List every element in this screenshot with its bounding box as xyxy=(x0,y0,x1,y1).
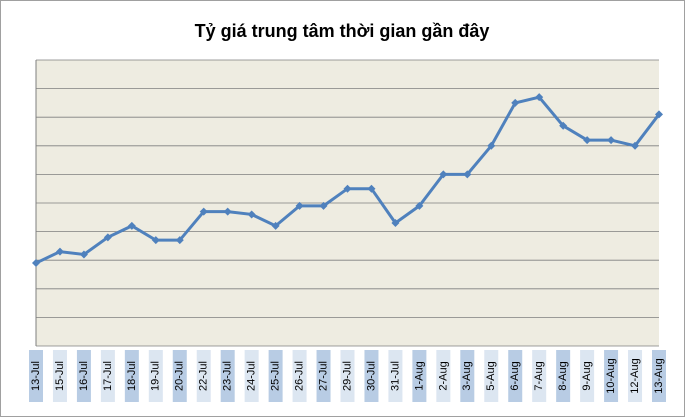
x-tick-label: 25-Jul xyxy=(270,361,282,391)
data-point xyxy=(103,233,112,242)
data-point xyxy=(631,141,640,150)
x-label-box xyxy=(604,350,619,402)
data-point xyxy=(247,210,256,219)
x-tick-label: 19-Jul xyxy=(150,361,162,391)
x-label-box xyxy=(556,350,571,402)
data-point xyxy=(559,121,568,130)
x-label-box xyxy=(580,350,595,402)
x-label-box xyxy=(652,350,666,402)
x-label-box xyxy=(196,350,211,402)
x-label-box xyxy=(628,350,643,402)
data-point xyxy=(223,207,232,216)
data-point xyxy=(367,184,376,193)
data-point xyxy=(175,236,184,245)
data-point xyxy=(271,221,280,230)
x-label-box xyxy=(29,350,43,402)
x-tick-label: 30-Jul xyxy=(365,361,377,391)
x-tick-label: 6-Aug xyxy=(509,361,521,390)
data-point xyxy=(535,93,544,102)
data-point xyxy=(439,170,448,179)
data-point xyxy=(55,247,64,256)
data-point xyxy=(583,136,592,145)
x-tick-label: 22-Jul xyxy=(198,361,210,391)
x-label-box xyxy=(52,350,67,402)
data-point xyxy=(32,259,40,268)
x-label-box xyxy=(172,350,187,402)
x-tick-label: 15-Jul xyxy=(54,361,66,391)
x-label-box xyxy=(292,350,307,402)
x-tick-label: 27-Jul xyxy=(317,361,329,391)
x-label-box xyxy=(148,350,163,402)
x-tick-label: 13-Aug xyxy=(653,358,665,393)
x-tick-label: 2-Aug xyxy=(437,361,449,390)
data-point xyxy=(487,141,496,150)
x-tick-label: 7-Aug xyxy=(533,361,545,390)
x-tick-label: 13-Jul xyxy=(30,361,42,391)
x-label-box xyxy=(340,350,355,402)
x-tick-label: 10-Aug xyxy=(605,358,617,393)
data-point xyxy=(127,221,136,230)
chart-title: Tỷ giá trung tâm thời gian gần đây xyxy=(195,21,490,41)
data-point xyxy=(391,219,400,228)
x-label-box xyxy=(220,350,235,402)
data-point xyxy=(295,201,304,210)
x-label-box xyxy=(244,350,259,402)
x-tick-label: 5-Aug xyxy=(485,361,497,390)
x-label-box xyxy=(484,350,499,402)
x-tick-label: 18-Jul xyxy=(126,361,138,391)
data-point xyxy=(151,236,160,245)
data-point xyxy=(319,201,328,210)
x-label-box xyxy=(76,350,91,402)
x-tick-label: 29-Jul xyxy=(341,361,353,391)
x-tick-label: 1-Aug xyxy=(413,361,425,390)
x-label-box xyxy=(388,350,403,402)
x-label-box xyxy=(460,350,475,402)
x-label-box xyxy=(412,350,427,402)
data-point xyxy=(415,201,424,210)
x-tick-label: 9-Aug xyxy=(581,361,593,390)
x-label-box xyxy=(100,350,115,402)
x-tick-label: 26-Jul xyxy=(293,361,305,391)
data-point xyxy=(199,207,208,216)
x-tick-label: 8-Aug xyxy=(557,361,569,390)
data-point xyxy=(607,136,616,145)
x-tick-label: 31-Jul xyxy=(389,361,401,391)
x-label-box xyxy=(436,350,451,402)
x-tick-label: 24-Jul xyxy=(246,361,258,391)
data-point xyxy=(511,98,520,107)
x-tick-label: 3-Aug xyxy=(461,361,473,390)
x-tick-label: 17-Jul xyxy=(102,361,114,391)
data-point xyxy=(655,110,663,119)
data-point xyxy=(463,170,472,179)
x-label-box xyxy=(268,350,283,402)
x-tick-label: 12-Aug xyxy=(629,358,641,393)
x-label-box xyxy=(364,350,379,402)
data-point xyxy=(79,250,88,259)
x-tick-label: 16-Jul xyxy=(78,361,90,391)
x-label-box xyxy=(316,350,331,402)
x-tick-label: 23-Jul xyxy=(222,361,234,391)
x-label-box xyxy=(124,350,139,402)
x-tick-label: 20-Jul xyxy=(174,361,186,391)
x-label-box xyxy=(532,350,547,402)
x-label-box xyxy=(508,350,523,402)
data-point xyxy=(343,184,352,193)
